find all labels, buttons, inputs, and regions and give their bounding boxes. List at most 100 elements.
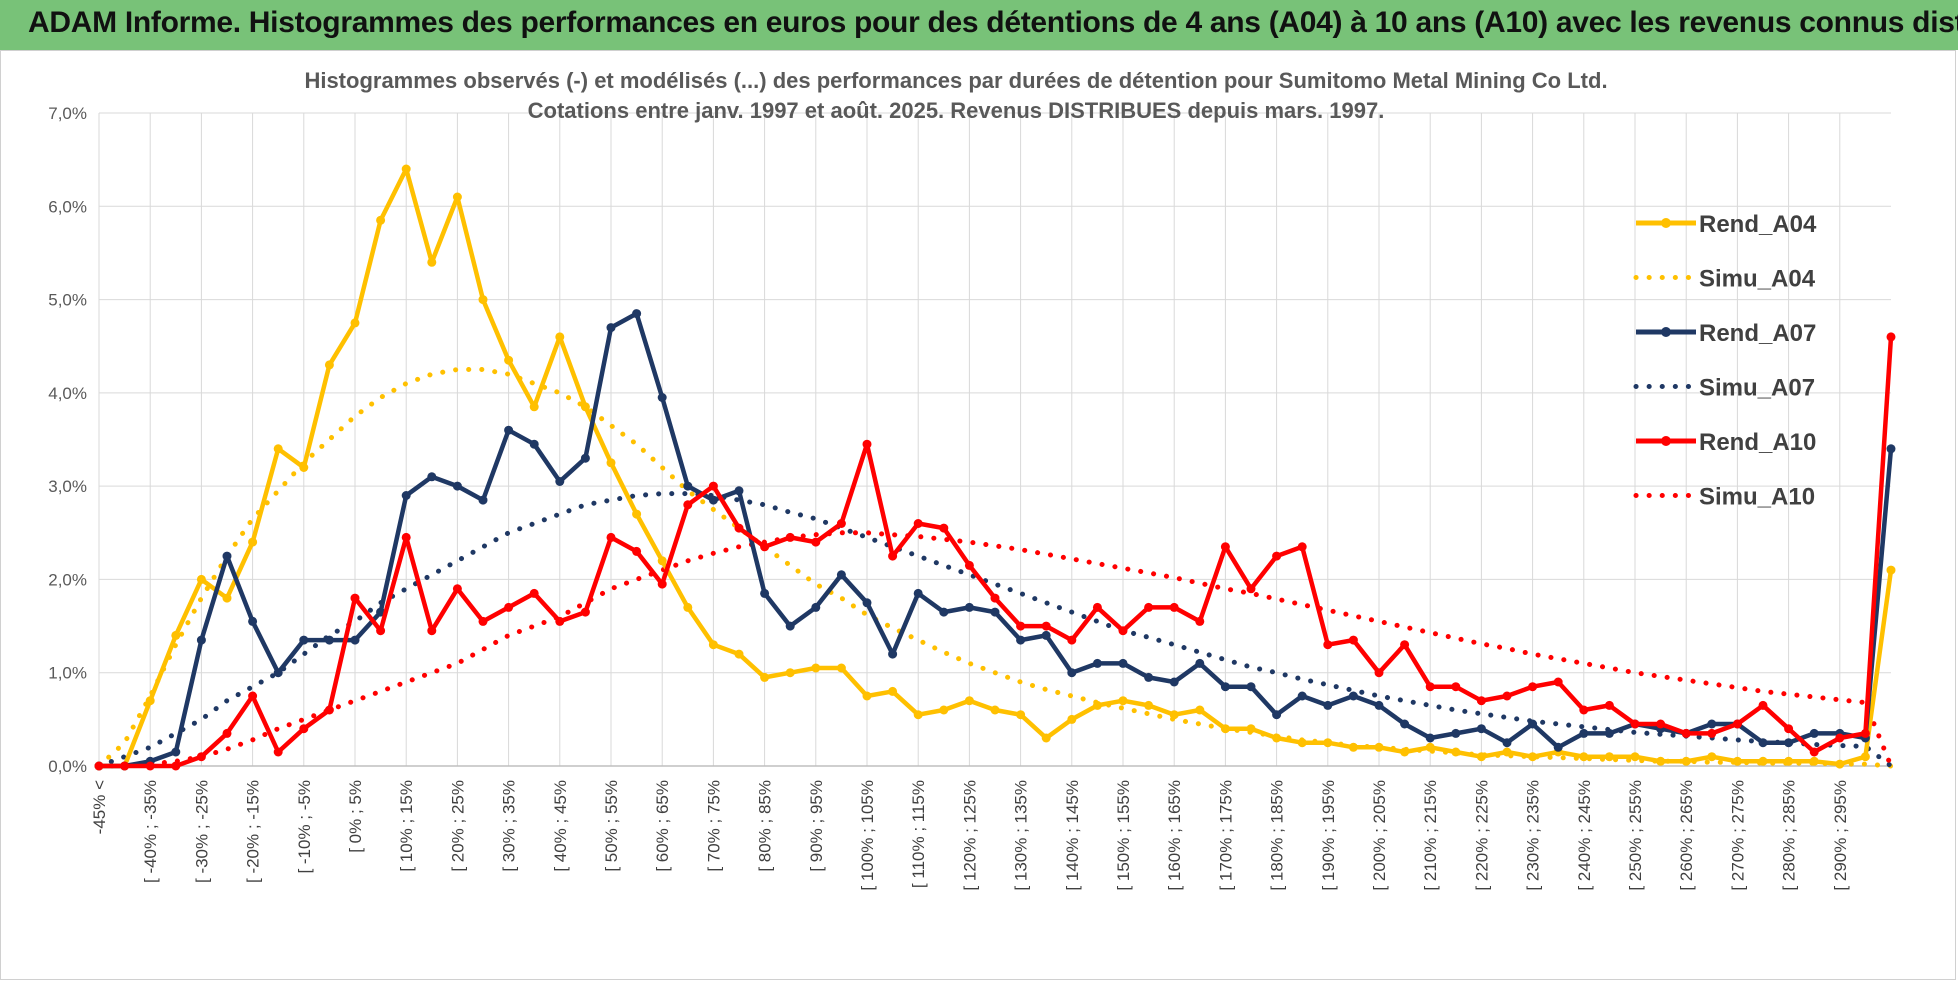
data-point	[1784, 738, 1794, 748]
data-point	[1246, 724, 1256, 734]
data-point	[1400, 719, 1410, 729]
data-point	[1195, 705, 1205, 715]
data-point	[222, 593, 232, 603]
data-point	[1528, 682, 1538, 692]
legend-item: Rend_A07	[1636, 320, 1816, 347]
legend-label: Simu_A07	[1699, 375, 1815, 402]
x-tick-label: -45% <	[90, 780, 109, 834]
data-point	[120, 761, 130, 771]
data-point	[1835, 759, 1845, 769]
data-point	[478, 616, 488, 626]
data-point	[248, 537, 258, 547]
data-point	[1809, 756, 1819, 766]
data-point	[939, 705, 949, 715]
x-tick-label: [ -10% ; -5%	[295, 780, 314, 874]
data-point	[964, 602, 974, 612]
legend-marker	[1661, 327, 1671, 337]
data-point	[273, 747, 283, 757]
data-point	[1400, 747, 1410, 757]
data-point	[1297, 738, 1307, 748]
data-point	[606, 532, 616, 542]
data-point	[1144, 602, 1154, 612]
data-point	[1630, 719, 1640, 729]
data-point	[452, 584, 462, 594]
data-point	[145, 761, 155, 771]
y-tick-label: 4,0%	[48, 384, 87, 403]
data-point	[555, 477, 565, 486]
data-point	[1835, 733, 1845, 743]
data-point	[939, 607, 949, 617]
x-tick-label: [ 40% ; 45%	[551, 780, 570, 872]
data-point	[990, 607, 1000, 617]
data-point	[1451, 747, 1461, 757]
data-point	[1195, 616, 1205, 626]
data-point	[1272, 733, 1282, 743]
data-point	[683, 500, 693, 510]
data-point	[1604, 752, 1614, 762]
data-point	[785, 668, 795, 678]
data-point	[1169, 602, 1179, 612]
line-chart: 0,0% 1,0% 2,0% 3,0% 4,0% 5,0% 6,0% 7,0% -45% < […	[48, 68, 1896, 891]
data-point	[1886, 444, 1896, 454]
data-point	[632, 509, 642, 519]
data-point	[606, 323, 616, 333]
legend: Rend_A04 Simu_A04 Rend_A07 Simu_A07 Rend_A10…	[1633, 211, 1817, 511]
data-point	[1528, 752, 1538, 762]
data-point	[1579, 752, 1589, 762]
data-point	[990, 593, 1000, 603]
data-point	[1656, 719, 1666, 729]
data-point	[964, 560, 974, 570]
x-tick-label: [ 190% ; 195%	[1319, 780, 1338, 891]
data-point	[1707, 728, 1717, 738]
x-tick-label: [ 200% ; 205%	[1370, 780, 1389, 891]
y-tick-label: 0,0%	[48, 757, 87, 776]
data-point	[350, 635, 360, 645]
data-point	[1681, 728, 1691, 738]
data-point	[632, 546, 642, 556]
data-point	[734, 523, 744, 533]
data-point	[478, 495, 488, 505]
data-point	[1067, 635, 1077, 645]
data-point	[1425, 742, 1435, 752]
data-point	[1118, 626, 1128, 636]
series-Rend_A10	[94, 332, 1896, 771]
x-tick-label: [ 220% ; 225%	[1472, 780, 1491, 891]
data-point	[990, 705, 1000, 715]
x-tick-label: [ 170% ; 175%	[1216, 780, 1235, 891]
x-tick-label: [ 30% ; 35%	[500, 780, 519, 872]
data-point	[913, 519, 923, 528]
data-point	[401, 164, 411, 174]
data-point	[888, 649, 898, 659]
data-point	[1220, 542, 1230, 552]
data-point	[1246, 682, 1256, 692]
data-point	[1272, 551, 1282, 561]
data-point	[862, 691, 872, 701]
data-point	[811, 602, 821, 612]
data-point	[580, 453, 590, 463]
data-point	[1476, 724, 1486, 734]
data-point	[836, 663, 846, 673]
data-point	[1579, 705, 1589, 715]
data-point	[708, 481, 718, 491]
data-point	[1323, 738, 1333, 748]
data-point	[427, 257, 437, 267]
x-tick-label: [ 80% ; 85%	[756, 780, 775, 872]
data-point	[478, 295, 488, 305]
data-point	[171, 630, 181, 640]
series-line	[99, 166, 1894, 769]
data-point	[1220, 724, 1230, 734]
data-point	[273, 444, 283, 454]
data-point	[452, 192, 462, 202]
chart-subtitle: Cotations entre janv. 1997 et août. 2025…	[528, 98, 1385, 123]
data-point	[299, 635, 309, 645]
data-point	[939, 523, 949, 533]
data-point	[1092, 602, 1102, 612]
x-axis: -45% < [ -40% ; -35% [ -30% ; -25% [ -20% ;…	[90, 765, 1891, 891]
data-point	[734, 649, 744, 659]
data-point	[376, 215, 386, 225]
x-tick-label: [ 150% ; 155%	[1114, 780, 1133, 891]
data-point	[1272, 710, 1282, 720]
data-point	[1348, 635, 1358, 645]
data-point	[1604, 700, 1614, 710]
data-point	[1220, 682, 1230, 692]
